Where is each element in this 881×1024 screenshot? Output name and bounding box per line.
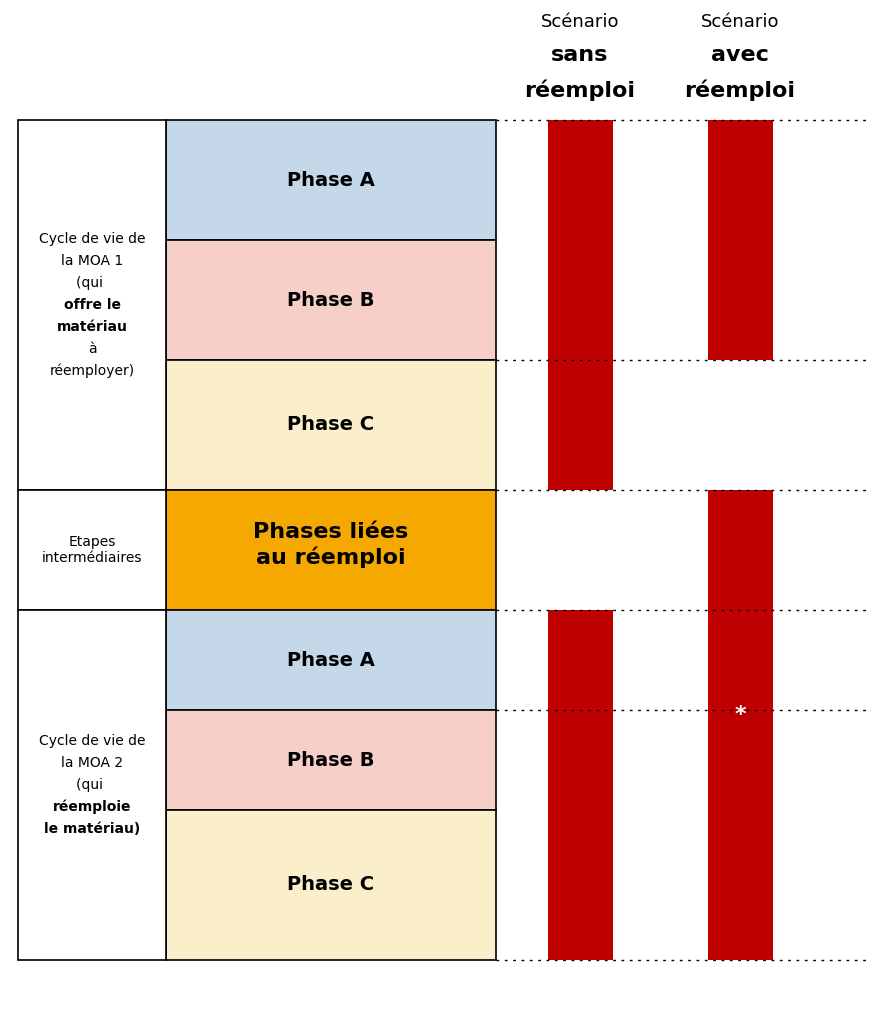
Bar — [166, 240, 496, 360]
Bar — [166, 810, 496, 961]
Bar — [166, 120, 496, 240]
Text: réemploi: réemploi — [685, 79, 796, 100]
Text: Scénario: Scénario — [541, 13, 619, 31]
Bar — [18, 610, 166, 961]
Bar — [166, 360, 496, 490]
Text: à: à — [88, 342, 96, 356]
Text: Phase A: Phase A — [287, 171, 375, 189]
Text: matériau: matériau — [56, 319, 128, 334]
Text: Phase B: Phase B — [287, 291, 374, 309]
Text: (qui: (qui — [77, 276, 107, 290]
Bar — [707, 120, 773, 360]
Text: la MOA 1: la MOA 1 — [61, 254, 123, 268]
Bar — [18, 120, 166, 490]
Text: Phases liées
au réemploi: Phases liées au réemploi — [254, 522, 409, 567]
Text: réemploie: réemploie — [53, 800, 131, 814]
Text: la MOA 2: la MOA 2 — [61, 756, 123, 770]
Text: Phase C: Phase C — [287, 876, 374, 895]
Text: *: * — [734, 365, 746, 385]
Text: (qui: (qui — [77, 778, 107, 792]
Text: réemploi: réemploi — [524, 79, 635, 100]
Bar — [707, 490, 773, 610]
Text: sans: sans — [552, 45, 609, 65]
Bar — [547, 120, 612, 490]
Bar — [166, 490, 496, 610]
Text: avec: avec — [711, 45, 769, 65]
Text: réemployer): réemployer) — [49, 364, 135, 378]
Bar — [18, 490, 166, 610]
Text: Phase C: Phase C — [287, 416, 374, 434]
Text: offre le: offre le — [63, 298, 121, 312]
Bar — [166, 610, 496, 710]
Text: le matériau): le matériau) — [44, 822, 140, 836]
Text: Cycle de vie de: Cycle de vie de — [39, 232, 145, 246]
Text: *: * — [734, 705, 746, 725]
Text: Scénario: Scénario — [700, 13, 780, 31]
Text: Cycle de vie de: Cycle de vie de — [39, 734, 145, 748]
Bar — [166, 710, 496, 810]
Text: Phase A: Phase A — [287, 650, 375, 670]
Text: Etapes
intermédiaires: Etapes intermédiaires — [41, 535, 142, 565]
Bar — [547, 610, 612, 961]
Text: Phase B: Phase B — [287, 751, 374, 769]
Bar — [707, 610, 773, 961]
